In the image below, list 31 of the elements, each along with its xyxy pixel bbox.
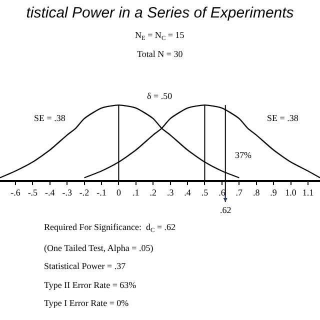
x-tick-label: -.4 [45,188,56,198]
x-tick-label: .8 [252,188,260,198]
x-tick-label: -.2 [79,188,90,198]
x-tick-label: 0 [116,188,122,198]
x-tick-label: 1.1 [302,188,314,198]
annotation: SE = .38 [34,113,66,123]
x-tick-label: 1.0 [285,188,297,198]
x-tick-label: .6 [218,188,226,198]
text: Statistical Power = .37 [44,261,126,271]
x-tick-label: .7 [236,188,244,198]
ref-line-label: .62 [220,205,232,215]
x-tick-label: .4 [184,188,192,198]
text: Type I Error Rate = 0% [44,298,130,308]
text: Type II Error Rate = 63% [44,280,137,290]
text: (One Tailed Test, Alpha = .05) [44,243,154,253]
x-tick-label: .5 [201,188,209,198]
x-tick-label: .1 [132,188,140,198]
chart-title: tistical Power in a Series of Experiments [26,4,294,22]
x-tick-label: .9 [270,188,278,198]
chart-subtitle: N$_{E}$ = N$_{C}$ = 15 [135,30,185,42]
annotation: 37% [235,150,252,160]
text: Total N = 30 [137,49,184,59]
text: Required For Significance: d$_{C}$ = .62 [44,222,176,234]
x-tick-label: .3 [166,188,174,198]
x-tick-label: -.1 [96,188,106,198]
x-tick-label: -.3 [62,188,72,198]
x-tick-label: -.6 [10,188,21,198]
text: δ = .50 [147,91,173,101]
annotation: SE = .38 [267,113,299,123]
x-tick-label: -.5 [28,188,38,198]
x-tick-label: .2 [150,188,156,198]
